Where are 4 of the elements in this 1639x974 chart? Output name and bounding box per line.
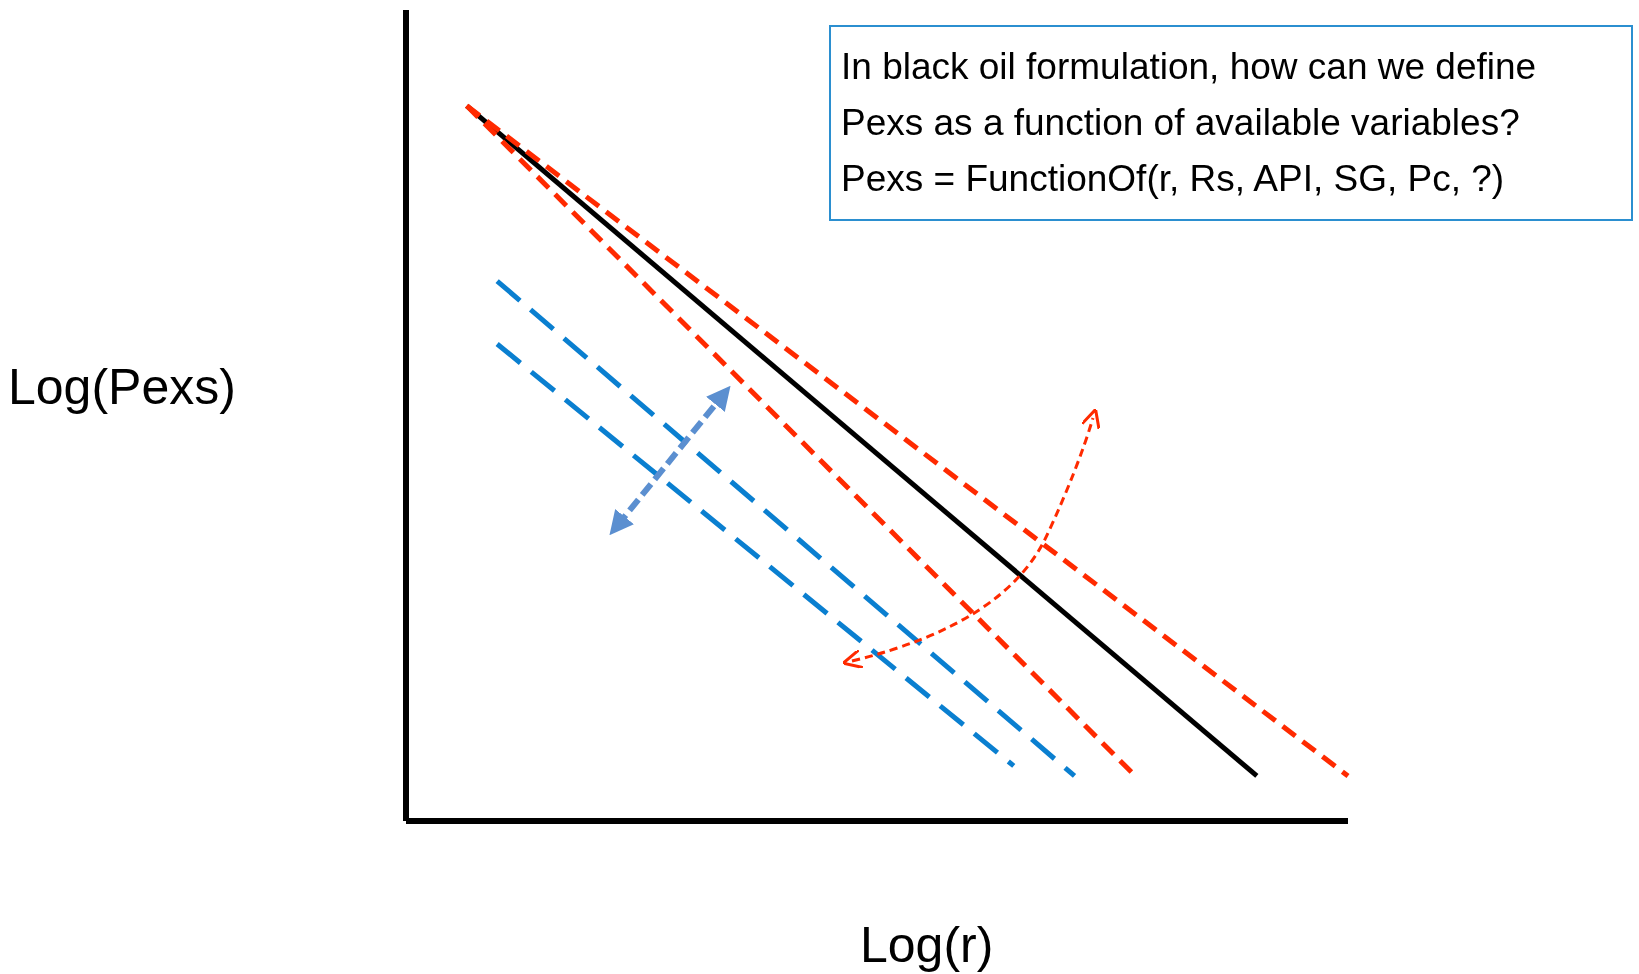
x-axis-title: Log(r): [860, 916, 994, 974]
y-axis-title: Log(Pexs): [8, 358, 236, 416]
annotation: Pexs = FunctionOf(r, Rs, API, SG, Pc, ?): [841, 157, 1506, 201]
annotation: In black oil formulation, how can we define Pexs as a function of available variables?: [841, 45, 1538, 145]
